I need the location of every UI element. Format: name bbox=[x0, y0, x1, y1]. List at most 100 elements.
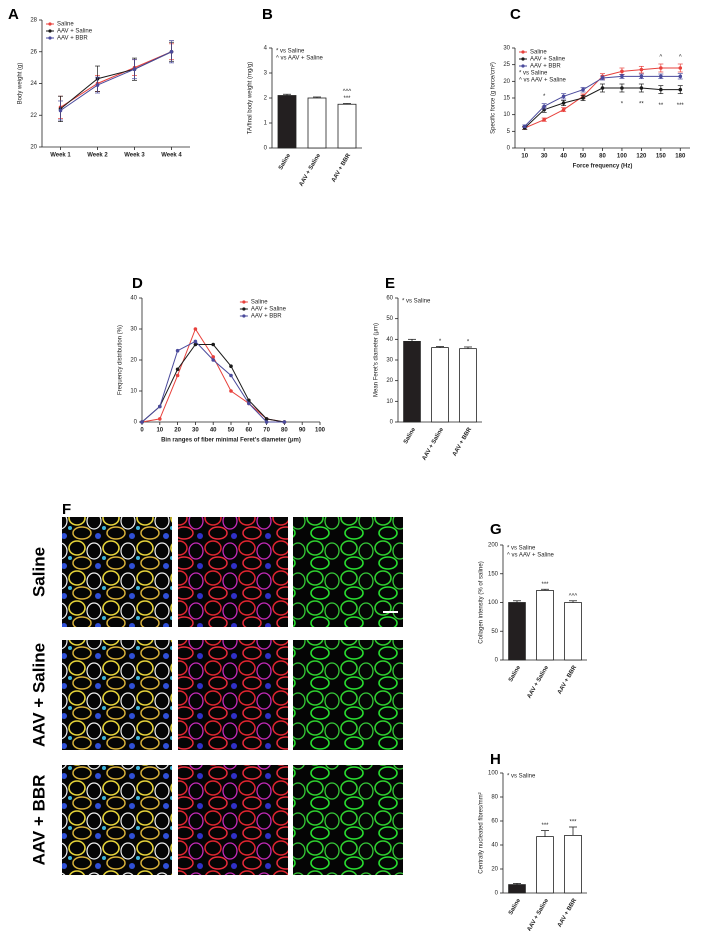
marker bbox=[95, 83, 100, 87]
legend-label: Saline bbox=[57, 22, 74, 28]
x-tick-label: 70 bbox=[263, 428, 270, 434]
significance: *** bbox=[677, 103, 685, 109]
micrograph bbox=[62, 765, 172, 875]
marker bbox=[158, 404, 162, 409]
panel-letter: H bbox=[490, 751, 501, 768]
x-tick-label: Saline bbox=[508, 897, 522, 916]
bar bbox=[564, 602, 582, 661]
bar bbox=[536, 590, 554, 661]
x-tick-label: 80 bbox=[599, 154, 606, 160]
significance: ^ bbox=[679, 55, 682, 61]
x-tick-label: AAV + Saline bbox=[527, 897, 551, 931]
bar bbox=[403, 340, 421, 423]
series-line bbox=[524, 87, 681, 129]
marker bbox=[169, 49, 174, 54]
marker bbox=[620, 74, 624, 79]
micrograph bbox=[178, 640, 288, 750]
marker bbox=[229, 364, 233, 369]
marker bbox=[132, 67, 137, 72]
x-tick-label: 150 bbox=[656, 154, 667, 160]
x-tick-label: Week 3 bbox=[124, 153, 145, 159]
marker bbox=[659, 66, 663, 70]
bar bbox=[508, 602, 526, 661]
x-tick-label: 20 bbox=[174, 428, 181, 434]
y-tick-label: 10 bbox=[130, 389, 137, 395]
marker bbox=[175, 348, 180, 353]
bar bbox=[277, 95, 297, 149]
y-tick-label: 10 bbox=[503, 112, 510, 118]
y-tick-label: 20 bbox=[130, 358, 137, 364]
marker bbox=[211, 358, 215, 362]
row-label: Saline bbox=[29, 547, 48, 597]
marker bbox=[158, 417, 162, 421]
marker bbox=[620, 86, 624, 90]
legend-label: AAV + Saline bbox=[57, 29, 93, 35]
legend-marker bbox=[521, 64, 525, 68]
y-tick-label: 4 bbox=[264, 46, 268, 52]
legend-label: Saline bbox=[530, 50, 547, 56]
y-axis-label: Body weight (g) bbox=[18, 63, 24, 105]
y-axis-label: Frequency distribution (%) bbox=[118, 325, 124, 395]
y-tick-label: 22 bbox=[30, 113, 37, 119]
marker bbox=[600, 76, 605, 80]
x-tick-label: 40 bbox=[560, 154, 567, 160]
bar bbox=[459, 348, 477, 423]
marker bbox=[175, 367, 180, 372]
x-tick-label: 60 bbox=[245, 428, 252, 434]
note: ^ vs AAV + Saline bbox=[507, 553, 555, 559]
y-tick-label: 150 bbox=[488, 571, 499, 577]
marker bbox=[522, 124, 527, 129]
panel-letter: G bbox=[490, 521, 502, 538]
significance: *** bbox=[541, 823, 549, 829]
legend-marker bbox=[48, 36, 52, 40]
legend-marker bbox=[521, 57, 525, 61]
y-tick-label: 30 bbox=[503, 46, 510, 52]
y-axis-label: Centrally nucleated fibres/mm² bbox=[479, 792, 485, 873]
micrograph bbox=[293, 517, 403, 627]
x-tick-label: 90 bbox=[299, 428, 306, 434]
significance: ^^^ bbox=[569, 593, 578, 599]
y-axis-label: TA/final body weight (mg/g) bbox=[248, 62, 254, 135]
y-tick-label: 60 bbox=[491, 819, 498, 825]
panel-letter: B bbox=[262, 6, 273, 23]
y-tick-label: 200 bbox=[488, 543, 499, 549]
x-tick-label: Week 2 bbox=[87, 153, 108, 159]
x-axis-label: Bin ranges of fiber minimal Feret's diam… bbox=[161, 438, 301, 444]
x-tick-label: AAV + Saline bbox=[299, 152, 323, 187]
row-label: AAV + Saline bbox=[29, 643, 48, 747]
x-tick-label: 80 bbox=[281, 428, 288, 434]
bar bbox=[337, 103, 357, 149]
marker bbox=[282, 420, 287, 424]
y-tick-label: 20 bbox=[30, 145, 37, 151]
x-tick-label: AAV + BBR bbox=[557, 664, 579, 695]
y-tick-label: 40 bbox=[386, 337, 393, 343]
significance: ** bbox=[658, 103, 663, 109]
y-tick-label: 0 bbox=[507, 146, 511, 152]
y-tick-label: 60 bbox=[386, 296, 393, 302]
micrograph bbox=[293, 765, 403, 875]
significance: ** bbox=[639, 102, 644, 108]
y-tick-label: 100 bbox=[488, 771, 499, 777]
marker bbox=[659, 74, 663, 79]
marker bbox=[639, 74, 644, 79]
note: ^ vs AAV + Saline bbox=[276, 56, 324, 62]
legend-label: Saline bbox=[251, 300, 268, 306]
bar bbox=[564, 835, 582, 894]
x-tick-label: 30 bbox=[192, 428, 199, 434]
series-line bbox=[60, 51, 172, 110]
x-tick-label: Saline bbox=[278, 152, 292, 171]
marker bbox=[659, 87, 663, 92]
significance: * bbox=[621, 102, 624, 108]
y-tick-label: 0 bbox=[134, 420, 138, 426]
marker bbox=[620, 69, 624, 74]
y-tick-label: 30 bbox=[130, 327, 137, 333]
marker bbox=[247, 401, 251, 406]
series-line bbox=[60, 51, 172, 108]
y-tick-label: 50 bbox=[386, 316, 393, 322]
legend-marker bbox=[242, 300, 246, 304]
marker bbox=[211, 355, 215, 359]
marker bbox=[140, 420, 144, 424]
y-tick-label: 15 bbox=[503, 96, 510, 102]
y-tick-label: 0 bbox=[264, 146, 268, 152]
note: * vs Saline bbox=[402, 299, 431, 305]
